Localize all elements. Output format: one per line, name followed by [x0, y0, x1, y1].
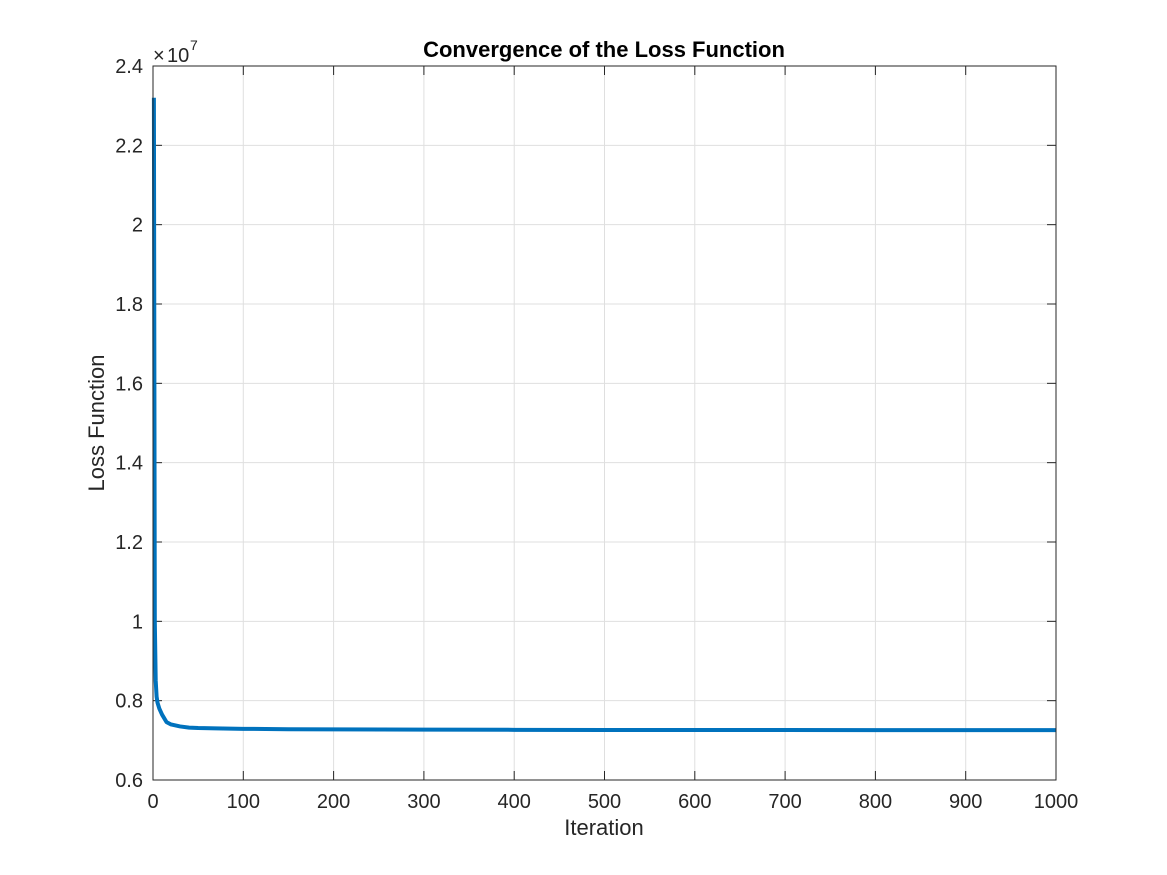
y-axis-exponent: × 10 7 [153, 37, 198, 67]
x-tick-label: 500 [588, 791, 621, 813]
y-axis-label: Loss Function [84, 355, 109, 492]
x-tick-label: 900 [949, 791, 982, 813]
y-tick-label: 2 [132, 215, 143, 237]
y-tick-label: 0.6 [115, 770, 143, 792]
x-tick-label: 100 [227, 791, 260, 813]
x-tick-label: 1000 [1034, 791, 1079, 813]
x-tick-labels: 0 100 200 300 400 500 600 700 800 900 1000 [147, 791, 1078, 813]
x-tick-label: 800 [859, 791, 892, 813]
exponent-times-sign: × [153, 45, 165, 67]
y-tick-label: 2.2 [115, 135, 143, 157]
x-tick-label: 400 [498, 791, 531, 813]
chart-title: Convergence of the Loss Function [423, 37, 785, 62]
y-tick-label: 1.2 [115, 532, 143, 554]
y-tick-label: 1.8 [115, 294, 143, 316]
x-tick-label: 200 [317, 791, 350, 813]
y-tick-label: 1.4 [115, 453, 143, 475]
data-series [151, 97, 1057, 733]
x-tick-label: 600 [678, 791, 711, 813]
x-tick-label: 0 [147, 791, 158, 813]
y-tick-label: 1 [132, 611, 143, 633]
y-tick-label: 0.8 [115, 691, 143, 713]
x-tick-label: 700 [768, 791, 801, 813]
exponent-base: 10 [167, 45, 189, 67]
x-axis-label: Iteration [564, 815, 644, 840]
x-tick-label: 300 [407, 791, 440, 813]
plot-area-frame [152, 65, 1057, 781]
y-tick-labels: 0.6 0.8 1 1.2 1.4 1.6 1.8 2 2.2 2.4 [115, 56, 143, 792]
y-tick-label: 2.4 [115, 56, 143, 78]
y-tick-label: 1.6 [115, 373, 143, 395]
exponent-power: 7 [190, 37, 198, 53]
loss-series-line [151, 97, 1057, 733]
